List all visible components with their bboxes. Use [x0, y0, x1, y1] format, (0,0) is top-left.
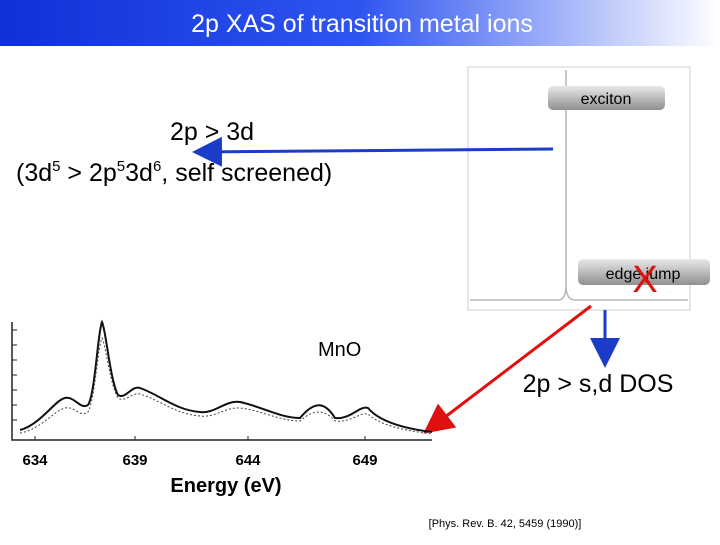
cross-mark: X	[632, 259, 657, 301]
transition-detail: (3d5 > 2p53d6, self screened)	[16, 158, 332, 187]
slide-title: 2p XAS of transition metal ions	[191, 10, 533, 38]
superscript: 6	[153, 158, 161, 175]
transition-label: 2p > 3d	[170, 118, 254, 146]
dos-label: 2p > s,d DOS	[523, 370, 674, 398]
blue-arrow	[198, 149, 553, 152]
spectrum-figure: MnO 634 639 644 649 Energy (eV)	[12, 322, 432, 497]
text-part: 3d	[125, 159, 153, 187]
superscript: 5	[52, 158, 60, 175]
x-axis-label: Energy (eV)	[170, 475, 281, 497]
x-tick-label: 644	[235, 452, 261, 469]
spectrum-curve	[20, 338, 432, 434]
x-tick-label: 634	[22, 452, 48, 469]
x-tick-label: 649	[352, 452, 377, 469]
axes	[12, 322, 432, 440]
text-part: (3d	[16, 159, 52, 187]
exciton-label: exciton	[581, 91, 632, 108]
text-part: > 2p	[60, 159, 116, 187]
red-arrow	[428, 306, 591, 430]
x-tick-label: 639	[122, 452, 147, 469]
reference: [Phys. Rev. B. 42, 5459 (1990)]	[429, 518, 582, 530]
superscript: 5	[117, 158, 125, 175]
sample-label: MnO	[318, 339, 361, 361]
text-part: , self screened)	[161, 159, 332, 187]
ticks	[12, 330, 365, 440]
